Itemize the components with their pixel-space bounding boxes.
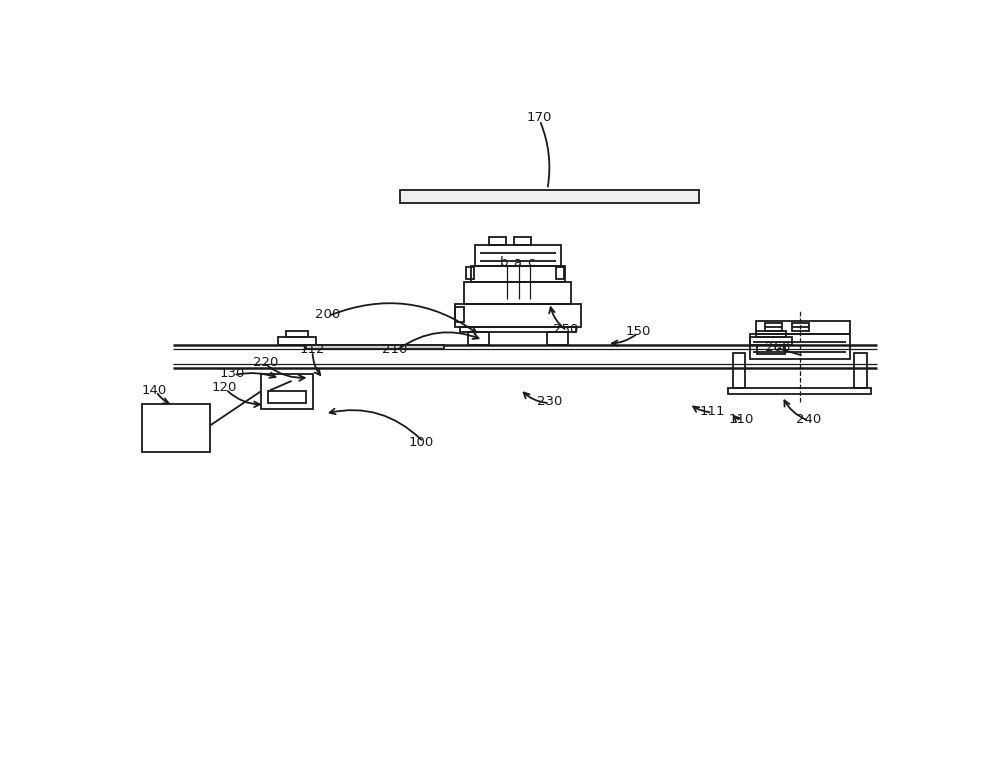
Bar <box>733 353 745 388</box>
Bar <box>489 237 506 245</box>
Text: 170: 170 <box>527 111 552 124</box>
Bar <box>455 304 581 326</box>
Bar <box>547 332 568 345</box>
Text: 140: 140 <box>142 384 167 397</box>
Bar <box>514 237 531 245</box>
Bar <box>728 388 871 394</box>
Bar <box>475 245 561 266</box>
Bar <box>756 321 850 334</box>
Bar <box>757 345 785 354</box>
Text: 130: 130 <box>219 367 245 380</box>
Text: 230: 230 <box>537 395 562 408</box>
Text: 120: 120 <box>212 382 237 395</box>
Text: b: b <box>500 257 508 269</box>
Text: 210: 210 <box>382 343 407 356</box>
Text: c: c <box>527 257 535 269</box>
Text: 240: 240 <box>796 413 821 426</box>
Bar <box>268 392 306 403</box>
Text: 260: 260 <box>765 341 790 354</box>
Bar <box>468 332 489 345</box>
Bar <box>792 323 809 331</box>
Bar <box>464 282 571 304</box>
Bar <box>556 267 564 279</box>
Text: 250: 250 <box>553 323 578 336</box>
Bar <box>854 353 867 388</box>
Bar <box>460 326 576 332</box>
Bar <box>261 374 313 409</box>
Text: a: a <box>513 257 521 269</box>
Bar <box>286 331 308 337</box>
Bar <box>400 191 698 203</box>
Bar <box>142 405 210 452</box>
Text: 112: 112 <box>300 343 325 356</box>
Bar <box>750 334 850 359</box>
Bar <box>750 336 792 345</box>
Bar <box>466 267 474 279</box>
Bar <box>756 331 786 336</box>
Text: 200: 200 <box>315 308 341 321</box>
Bar <box>471 266 565 282</box>
Bar <box>306 345 444 349</box>
Text: 111: 111 <box>700 405 725 418</box>
Bar <box>278 337 316 345</box>
Text: 150: 150 <box>625 326 651 339</box>
Text: 100: 100 <box>408 436 434 449</box>
Text: 220: 220 <box>253 356 279 370</box>
Bar <box>765 323 782 331</box>
Text: 110: 110 <box>728 413 754 426</box>
Bar <box>455 307 464 322</box>
